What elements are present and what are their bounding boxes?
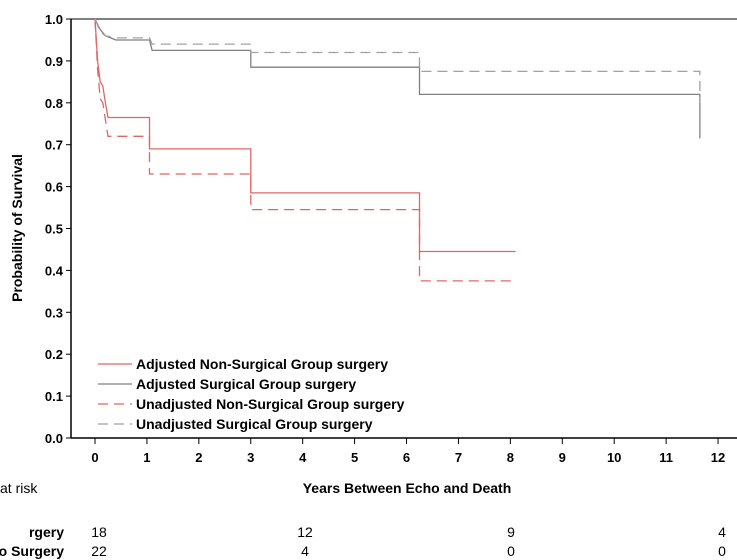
x-tick-label: 11: [659, 450, 673, 465]
risk-value: 0: [507, 543, 515, 559]
x-tick-label: 10: [607, 450, 621, 465]
series-line-2: [94, 18, 701, 139]
y-tick-label: 0.7: [45, 138, 63, 153]
risk-value: 0: [718, 543, 726, 559]
y-tick-label: 0.6: [45, 180, 63, 195]
x-tick-label: 7: [455, 450, 462, 465]
risk-value: 12: [297, 524, 313, 540]
y-tick-label: 0.3: [45, 305, 63, 320]
legend: Adjusted Non-Surgical Group surgery Adjus…: [98, 356, 405, 432]
x-tick-label: 9: [559, 450, 566, 465]
x-tick-label: 1: [143, 450, 150, 465]
risk-value: 9: [507, 524, 515, 540]
risk-row-label: rgery: [29, 524, 64, 540]
y-tick-label: 1.0: [45, 12, 63, 27]
y-tick-label: 0.5: [45, 222, 63, 237]
x-tick-label: 4: [299, 450, 307, 465]
legend-label-1: Adjusted Non-Surgical Group surgery: [136, 356, 388, 372]
y-tick-label: 0.4: [45, 263, 64, 278]
y-tick-label: 0.2: [45, 347, 63, 362]
x-tick-label: 6: [403, 450, 410, 465]
x-axis-title: Years Between Echo and Death: [303, 480, 512, 496]
y-tick-label: 0.1: [45, 389, 63, 404]
x-tick-label: 0: [91, 450, 98, 465]
legend-label-3: Unadjusted Non-Surgical Group surgery: [136, 396, 405, 412]
series-line-1: [94, 18, 516, 253]
x-tick-label: 8: [507, 450, 514, 465]
risk-value: 4: [718, 524, 726, 540]
risk-value: 18: [91, 524, 107, 540]
risk-value: 4: [301, 543, 309, 559]
series-line-3: [94, 18, 516, 282]
y-tick-label: 0.8: [45, 96, 63, 111]
x-tick-label: 12: [711, 450, 725, 465]
legend-label-4: Unadjusted Surgical Group surgery: [136, 416, 373, 432]
y-axis-title: Probability of Survival: [9, 154, 25, 302]
risk-value: 22: [91, 543, 107, 559]
legend-label-2: Adjusted Surgical Group surgery: [136, 376, 356, 392]
x-tick-label: 2: [195, 450, 202, 465]
y-tick-label: 0.0: [45, 431, 63, 446]
risk-table-title: at risk: [0, 480, 38, 496]
axes: 0.00.10.20.30.40.50.60.70.80.91.00 1 2 3 4 5 6…: [45, 12, 737, 465]
y-tick-label: 0.9: [45, 54, 63, 69]
series-layer: [94, 18, 701, 282]
risk-table: at risk rgery 18 12 9 4 o Surgery 22 4 0 0: [0, 480, 726, 559]
series-line-4: [94, 18, 701, 103]
x-tick-label: 5: [351, 450, 358, 465]
x-tick-label: 3: [247, 450, 254, 465]
risk-row-label: o Surgery: [0, 543, 64, 559]
